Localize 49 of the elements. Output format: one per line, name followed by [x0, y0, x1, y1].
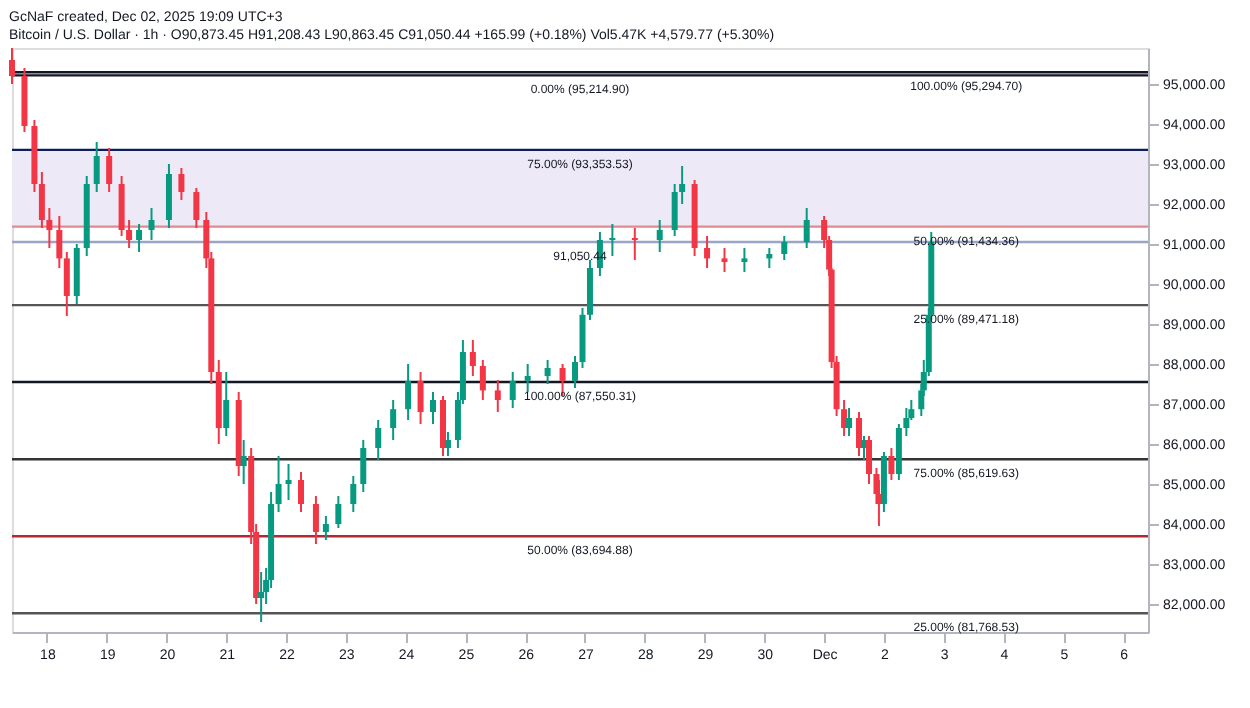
candlestick — [223, 371, 230, 437]
candlestick — [803, 207, 810, 249]
candlestick — [106, 147, 113, 193]
candlestick — [509, 371, 516, 409]
candlestick — [741, 247, 748, 273]
candlestick — [494, 379, 501, 413]
candlestick — [258, 571, 265, 623]
candlestick — [631, 227, 638, 261]
candlestick — [439, 395, 446, 457]
candlestick — [721, 247, 728, 273]
candlestick — [469, 339, 476, 377]
candlestick — [430, 391, 437, 425]
candlestick — [586, 259, 593, 321]
candlestick — [846, 407, 853, 437]
candlestick — [9, 47, 15, 85]
candlestick — [781, 235, 788, 261]
candlestick — [390, 399, 397, 441]
candlestick — [193, 187, 200, 229]
candlestick — [856, 411, 863, 457]
candlestick — [444, 431, 451, 457]
candlestick — [63, 251, 70, 317]
candlestick — [479, 359, 486, 401]
candlestick — [136, 223, 143, 253]
candlestick — [178, 167, 185, 201]
candlestick — [405, 363, 412, 421]
candlestick — [297, 471, 304, 513]
candlestick — [148, 207, 155, 241]
candlestick — [888, 447, 895, 481]
candlestick — [56, 215, 63, 269]
candlestick — [240, 439, 247, 485]
candlestick — [880, 451, 887, 513]
candlestick — [350, 475, 357, 513]
candlestick — [544, 359, 551, 385]
candlestick — [609, 223, 616, 257]
candlestick — [524, 363, 531, 393]
candlestick — [766, 247, 773, 269]
candlestick — [285, 463, 292, 501]
candlestick — [335, 495, 342, 529]
candlestick — [165, 163, 172, 229]
candlestick — [73, 243, 80, 305]
candlestick — [360, 439, 367, 493]
candlestick — [312, 495, 319, 545]
candlestick — [375, 419, 382, 461]
candlestick — [322, 515, 329, 541]
candlestick — [93, 141, 100, 193]
candlestick — [417, 371, 424, 425]
candlestick — [656, 219, 663, 253]
candlestick — [704, 235, 711, 269]
candlestick — [275, 455, 282, 513]
